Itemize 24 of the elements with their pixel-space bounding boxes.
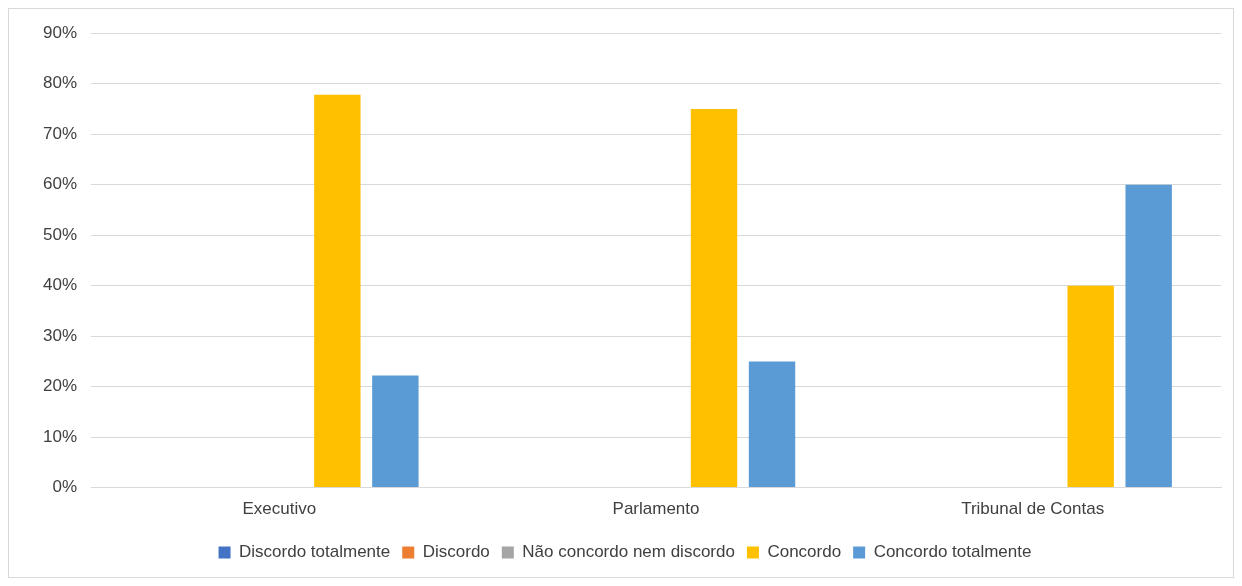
bar [314,94,361,488]
y-tick-label: 60% [42,174,78,194]
y-tick-label: 10% [42,426,78,446]
bar [1125,184,1172,488]
bar [372,375,419,488]
legend-label: Não concordo nem discordo [522,542,735,562]
legend-label: Discordo [422,542,490,562]
y-tick-label: 80% [42,73,78,93]
legend-label: Discordo totalmente [239,542,391,562]
y-tick-label: 70% [42,123,78,143]
y-tick-label: 20% [42,376,78,396]
bar [690,108,738,488]
y-tick-label: 30% [42,325,78,345]
x-tick-label: Tribunal de Contas [961,499,1105,519]
bar [748,361,796,488]
legend-label: Concordo [767,542,842,562]
y-tick-label: 50% [42,224,78,244]
y-tick-label: 90% [42,22,78,42]
x-tick-label: Parlamento [612,499,700,519]
x-tick-label: Executivo [242,499,317,519]
legend-label: Concordo totalmente [873,542,1032,562]
y-tick-label: 0% [52,477,78,497]
y-tick-label: 40% [42,275,78,295]
bar [1067,285,1114,488]
